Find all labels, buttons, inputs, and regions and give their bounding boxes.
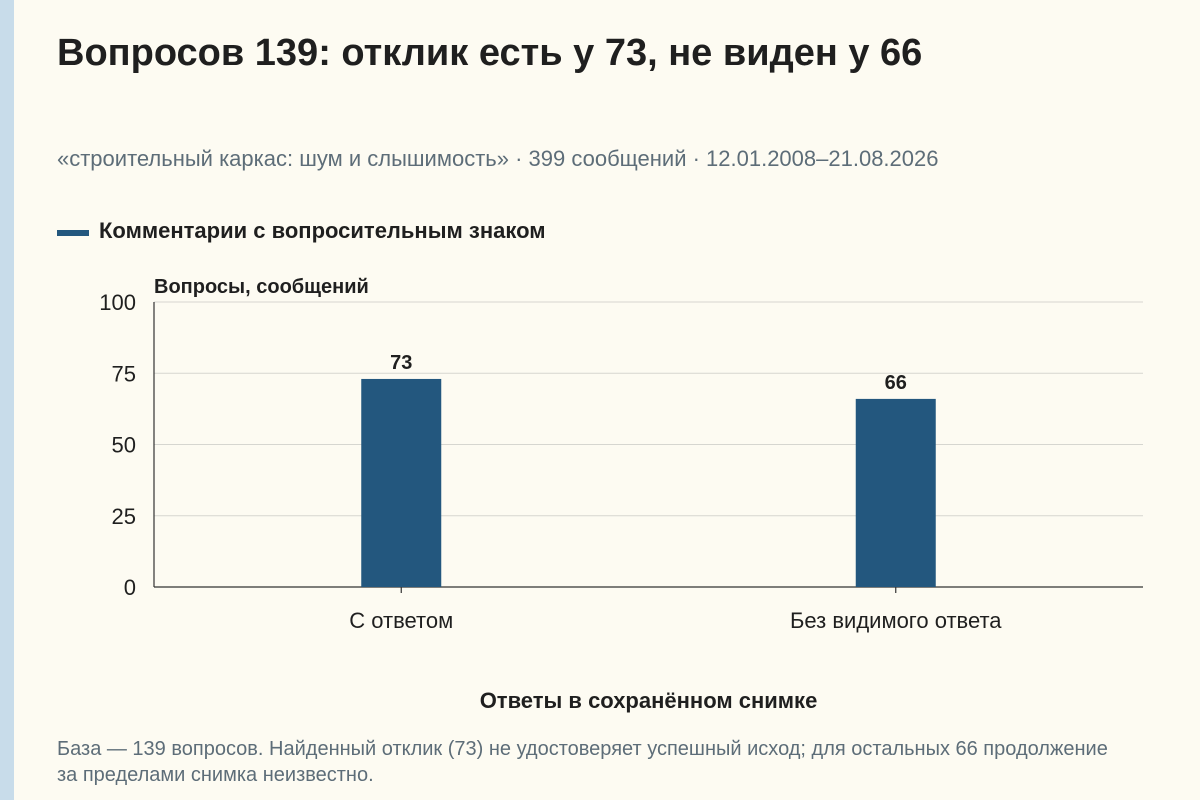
bar <box>361 378 442 587</box>
chart-title: Вопросов 139: отклик есть у 73, не виден… <box>57 32 923 74</box>
chart-subtitle: «строительный каркас: шум и слышимость» … <box>57 146 939 171</box>
side-strip <box>0 0 14 800</box>
y-tick-label: 25 <box>112 504 136 529</box>
bar-value-label: 66 <box>885 372 907 394</box>
x-tick-label: Без видимого ответа <box>790 608 1002 633</box>
bar-value-label: 73 <box>390 352 412 374</box>
legend-swatch <box>57 230 89 236</box>
y-tick-label: 50 <box>112 433 136 458</box>
footnote: База — 139 вопросов. Найденный отклик (7… <box>57 738 1108 786</box>
bar <box>855 398 936 587</box>
y-axis-label: Вопросы, сообщений <box>154 276 369 298</box>
y-tick-label: 0 <box>124 575 136 600</box>
y-tick-label: 100 <box>99 290 136 315</box>
y-tick-label: 75 <box>112 361 136 386</box>
legend: Комментарии с вопросительным знаком <box>57 218 546 244</box>
x-tick-label: С ответом <box>349 608 453 633</box>
legend-label: Комментарии с вопросительным знаком <box>99 218 546 243</box>
x-axis-label: Ответы в сохранённом снимке <box>480 688 818 713</box>
